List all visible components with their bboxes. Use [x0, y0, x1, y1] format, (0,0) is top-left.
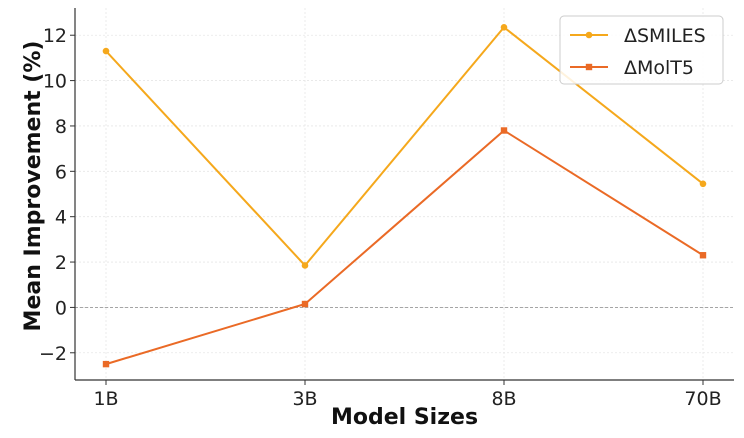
legend-swatch-marker	[585, 63, 593, 71]
tick-labels: −2 0 2 4 6 8 10 12 1B 3B 8B 70B	[39, 25, 722, 410]
y-tick-label: 0	[55, 297, 67, 319]
legend-label: ΔMolT5	[624, 57, 694, 79]
axes	[70, 8, 734, 385]
y-tick-label: 10	[43, 71, 67, 93]
series-0-point	[102, 47, 110, 55]
series-0-line	[105, 25, 704, 267]
series-0-point	[301, 262, 309, 269]
y-tick-label: −2	[39, 343, 67, 365]
y-tick-label: 6	[55, 161, 67, 183]
series-0-point	[500, 23, 508, 31]
series-1-point	[301, 300, 309, 308]
series-0-point	[699, 180, 707, 188]
series-lines	[102, 23, 707, 368]
y-tick-label: 8	[55, 116, 67, 138]
y-tick-label: 12	[43, 25, 67, 47]
x-tick-label: 3B	[292, 388, 317, 410]
x-tick-label: 1B	[93, 388, 118, 410]
series-1-point	[699, 252, 707, 259]
series-1-point	[102, 360, 110, 368]
x-axis-title: Model Sizes	[331, 405, 478, 430]
series-1-point	[500, 127, 508, 134]
x-tick-label: 8B	[491, 388, 516, 410]
x-tick-label: 70B	[684, 388, 721, 410]
legend: ΔSMILES ΔMolT5	[559, 15, 724, 85]
series-1-line	[105, 129, 704, 366]
y-tick-label: 4	[55, 207, 67, 229]
y-axis-title: Mean Improvement (%)	[21, 41, 46, 332]
legend-label: ΔSMILES	[624, 25, 706, 47]
y-tick-label: 2	[55, 252, 67, 274]
legend-swatch-marker	[585, 31, 593, 39]
